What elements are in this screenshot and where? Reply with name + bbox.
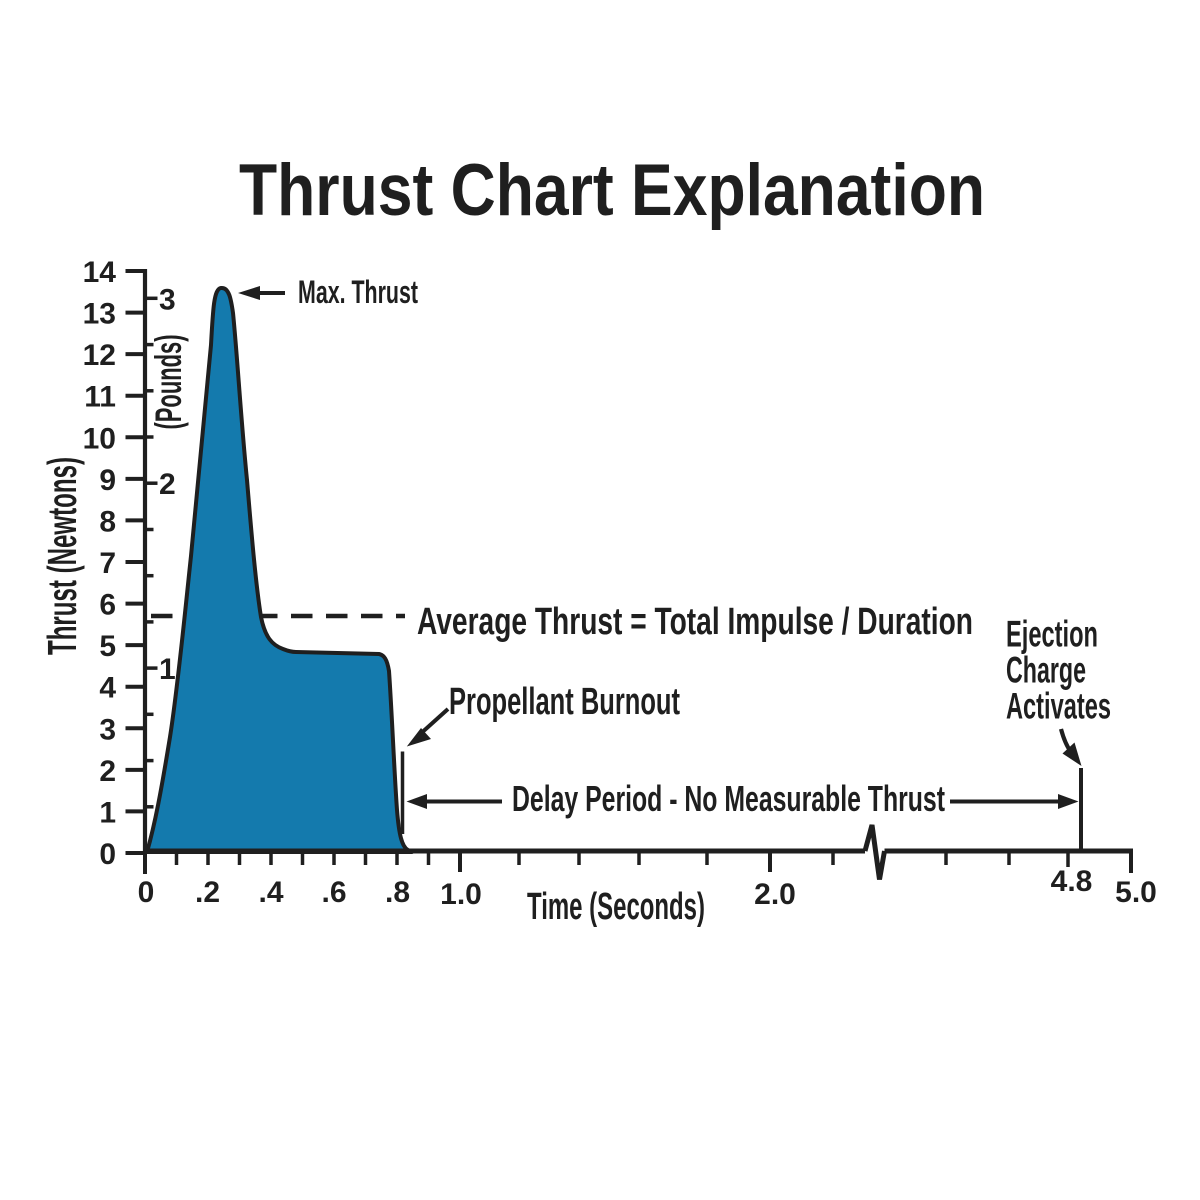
svg-text:0: 0 xyxy=(99,838,116,871)
svg-text:2: 2 xyxy=(159,468,176,501)
svg-text:4.8: 4.8 xyxy=(1051,865,1093,898)
svg-text:.4: .4 xyxy=(258,876,283,909)
svg-text:Average Thrust = Total Impulse: Average Thrust = Total Impulse / Duratio… xyxy=(417,601,973,643)
svg-text:Thrust Chart Explanation: Thrust Chart Explanation xyxy=(239,150,985,231)
svg-text:4: 4 xyxy=(99,672,116,705)
svg-text:Max. Thrust: Max. Thrust xyxy=(298,274,418,310)
svg-text:13: 13 xyxy=(83,298,116,331)
svg-text:(Pounds): (Pounds) xyxy=(148,335,189,430)
svg-text:Delay Period - No Measurable T: Delay Period - No Measurable Thrust xyxy=(512,778,945,819)
svg-text:1.0: 1.0 xyxy=(440,878,482,911)
svg-text:1: 1 xyxy=(99,796,116,829)
svg-text:Charge: Charge xyxy=(1006,650,1086,691)
svg-text:12: 12 xyxy=(83,339,116,372)
svg-text:3: 3 xyxy=(99,713,116,746)
svg-text:Activates: Activates xyxy=(1006,686,1111,727)
svg-text:14: 14 xyxy=(83,256,117,289)
svg-text:.8: .8 xyxy=(385,876,410,909)
svg-text:.6: .6 xyxy=(321,876,346,909)
svg-text:5: 5 xyxy=(99,630,116,663)
svg-text:Thrust (Newtons): Thrust (Newtons) xyxy=(39,457,85,655)
svg-text:2.0: 2.0 xyxy=(754,878,796,911)
svg-text:.2: .2 xyxy=(195,876,220,909)
svg-text:1: 1 xyxy=(159,653,176,686)
svg-text:5.0: 5.0 xyxy=(1115,876,1157,909)
svg-text:8: 8 xyxy=(99,505,116,538)
svg-text:Ejection: Ejection xyxy=(1006,614,1098,655)
svg-text:Time (Seconds): Time (Seconds) xyxy=(527,886,705,928)
svg-text:9: 9 xyxy=(99,464,116,497)
svg-text:0: 0 xyxy=(138,876,155,909)
svg-text:7: 7 xyxy=(99,547,116,580)
svg-text:Propellant Burnout: Propellant Burnout xyxy=(449,681,680,723)
svg-text:10: 10 xyxy=(83,422,116,455)
svg-text:11: 11 xyxy=(84,381,116,414)
svg-text:3: 3 xyxy=(159,283,176,316)
svg-text:6: 6 xyxy=(99,589,116,622)
svg-text:2: 2 xyxy=(99,755,116,788)
